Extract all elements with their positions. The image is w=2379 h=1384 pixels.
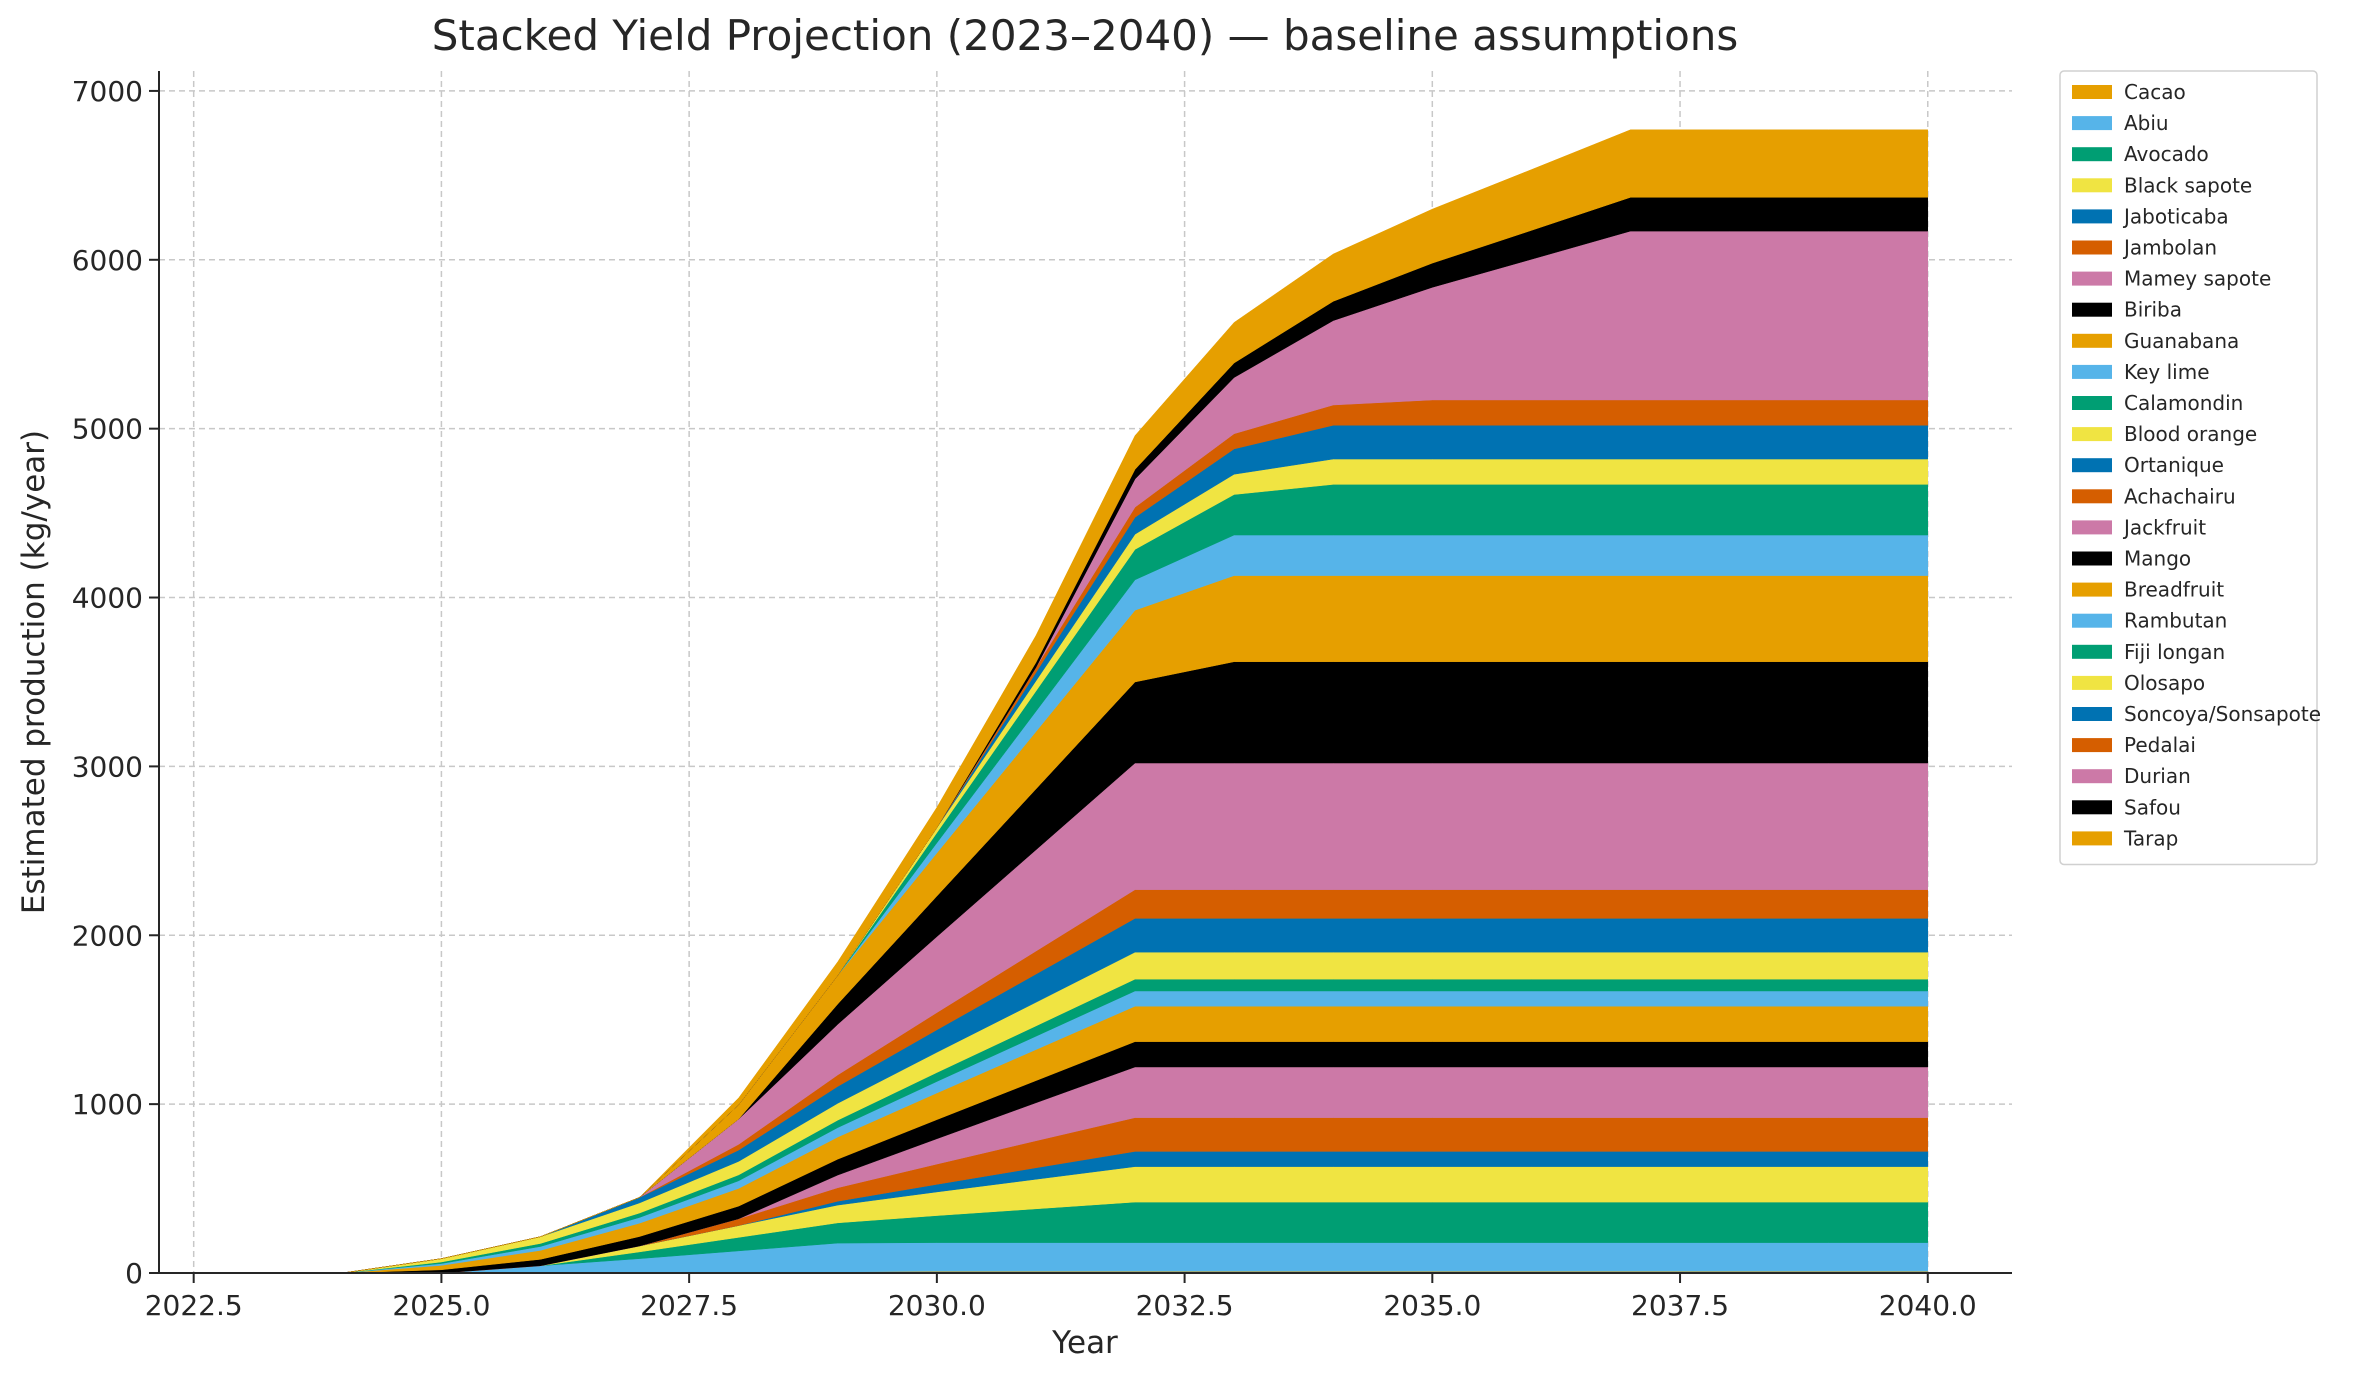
legend-swatch: [2072, 302, 2112, 317]
legend-swatch: [2072, 769, 2112, 784]
legend-label: Olosapo: [2124, 671, 2205, 695]
y-tick-label: 6000: [72, 244, 143, 277]
legend-label: Safou: [2124, 795, 2181, 819]
x-tick-label: 2032.5: [1136, 1289, 1234, 1322]
legend-swatch: [2072, 178, 2112, 193]
legend-label: Key lime: [2124, 360, 2210, 384]
areas: [243, 129, 1929, 1274]
legend-label: Fiji longan: [2124, 640, 2225, 664]
legend-swatch: [2072, 520, 2112, 535]
legend-swatch: [2072, 800, 2112, 815]
legend-label: Abiu: [2124, 111, 2169, 135]
chart-title: Stacked Yield Projection (2023–2040) — b…: [432, 11, 1739, 60]
x-axis-label: Year: [1051, 1325, 1118, 1361]
legend-label: Ortanique: [2124, 453, 2224, 477]
legend-swatch: [2072, 116, 2112, 131]
legend-swatch: [2072, 147, 2112, 162]
legend-swatch: [2072, 458, 2112, 473]
legend-label: Guanabana: [2124, 329, 2239, 353]
legend-swatch: [2072, 613, 2112, 628]
legend-label: Black sapote: [2124, 173, 2252, 197]
legend-label: Rambutan: [2124, 609, 2227, 633]
y-axis-label: Estimated production (kg/year): [16, 430, 52, 914]
y-tick-label: 2000: [72, 919, 143, 952]
legend-label: Durian: [2124, 764, 2191, 788]
legend-swatch: [2072, 582, 2112, 597]
legend-label: Jaboticaba: [2122, 204, 2229, 228]
legend-label: Mango: [2124, 547, 2191, 571]
legend-label: Mamey sapote: [2124, 267, 2271, 291]
legend: Cacao Abiu Avocado Black sapote Jaboticaba Ja…: [2059, 70, 2321, 866]
axes: 2022.5 2025.0 2027.5 2030.0 2032.5 2035.0 2037…: [72, 71, 2012, 1322]
x-tick-label: 2040.0: [1879, 1289, 1977, 1322]
legend-swatch: [2072, 738, 2112, 753]
y-tick-label: 7000: [72, 75, 143, 108]
legend-label: Biriba: [2124, 298, 2182, 322]
legend-frame: [2059, 70, 2318, 866]
legend-label: Cacao: [2124, 80, 2186, 104]
legend-swatch: [2072, 333, 2112, 348]
legend-swatch: [2072, 209, 2112, 224]
y-tick-label: 1000: [72, 1088, 143, 1121]
legend-label: Soncoya/Sonsapote: [2124, 702, 2321, 726]
legend-label: Avocado: [2124, 142, 2209, 166]
legend-swatch: [2072, 85, 2112, 99]
legend-swatch: [2072, 831, 2112, 846]
x-tick-label: 2037.5: [1631, 1289, 1729, 1322]
x-tick-label: 2027.5: [640, 1289, 738, 1322]
legend-label: Achachairu: [2124, 484, 2236, 508]
x-tick-label: 2022.5: [145, 1289, 243, 1322]
legend-label: Pedalai: [2124, 733, 2196, 757]
legend-swatch: [2072, 240, 2112, 255]
legend-label: Jambolan: [2122, 236, 2217, 260]
area-tarap: [243, 129, 1929, 1274]
x-tick-label: 2035.0: [1383, 1289, 1481, 1322]
legend-swatch: [2072, 644, 2112, 659]
y-tick-label: 3000: [72, 750, 143, 783]
legend-swatch: [2072, 396, 2112, 410]
legend-label: Breadfruit: [2124, 578, 2224, 602]
y-tick-label: 4000: [72, 582, 143, 615]
legend-swatch: [2072, 364, 2112, 379]
legend-label: Blood orange: [2124, 422, 2257, 446]
y-tick-label: 5000: [72, 413, 143, 446]
legend-swatch: [2072, 551, 2112, 566]
legend-label: Jackfruit: [2122, 515, 2206, 539]
legend-swatch: [2072, 427, 2112, 442]
x-tick-label: 2030.0: [888, 1289, 986, 1322]
legend-swatch: [2072, 271, 2112, 286]
y-tick-label: 0: [125, 1257, 143, 1290]
legend-swatch: [2072, 489, 2112, 504]
legend-label: Calamondin: [2124, 391, 2243, 415]
legend-swatch: [2072, 707, 2112, 721]
legend-swatch: [2072, 675, 2112, 690]
legend-label: Tarap: [2123, 826, 2178, 850]
x-tick-label: 2025.0: [392, 1289, 490, 1322]
